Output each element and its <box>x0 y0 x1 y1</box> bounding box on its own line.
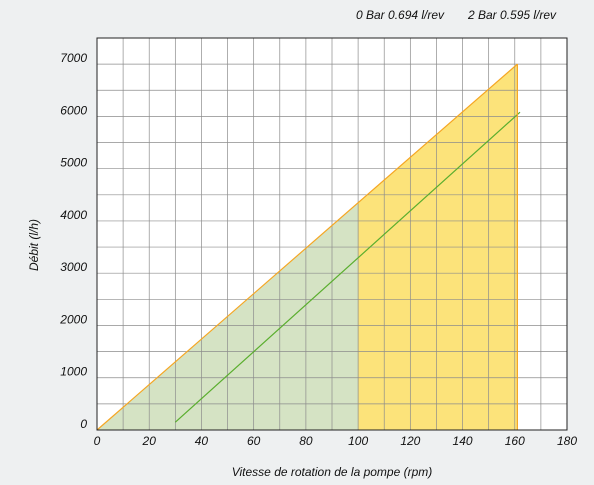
x-tick-label: 120 <box>400 434 420 448</box>
plot-frame <box>96 37 568 431</box>
x-tick-label: 40 <box>195 434 209 448</box>
y-axis-label: Débit (l/h) <box>27 219 41 271</box>
y-tick-label: 3000 <box>60 260 87 274</box>
grid-lines <box>97 38 567 430</box>
x-tick-label: 180 <box>557 434 577 448</box>
legend-entry-0bar: 0 Bar 0.694 l/rev <box>356 8 445 22</box>
y-tick-label: 6000 <box>60 103 87 117</box>
x-tick-label: 140 <box>453 434 473 448</box>
y-tick-label: 1000 <box>60 365 87 379</box>
legend-entry-2bar: 2 Bar 0.595 l/rev <box>467 8 557 22</box>
x-tick-label: 160 <box>505 434 525 448</box>
x-tick-label: 0 <box>94 434 101 448</box>
x-tick-label: 60 <box>247 434 261 448</box>
x-axis-ticks: 0 20 40 60 80 100 120 140 160 180 <box>94 434 578 448</box>
x-axis-label: Vitesse de rotation de la pompe (rpm) <box>232 465 433 479</box>
series-line-2bar <box>174 111 521 423</box>
series-lines <box>96 63 521 431</box>
series-line-0bar <box>96 63 518 431</box>
y-tick-label: 4000 <box>60 208 87 222</box>
x-tick-label: 20 <box>142 434 157 448</box>
y-tick-label: 5000 <box>60 156 87 170</box>
y-tick-label: 2000 <box>59 312 87 326</box>
x-tick-label: 100 <box>348 434 368 448</box>
y-axis-ticks: 0 1000 2000 3000 4000 5000 6000 7000 <box>59 51 87 431</box>
x-tick-label: 80 <box>299 434 313 448</box>
y-tick-label: 7000 <box>60 51 87 65</box>
y-tick-label: 0 <box>80 417 87 431</box>
